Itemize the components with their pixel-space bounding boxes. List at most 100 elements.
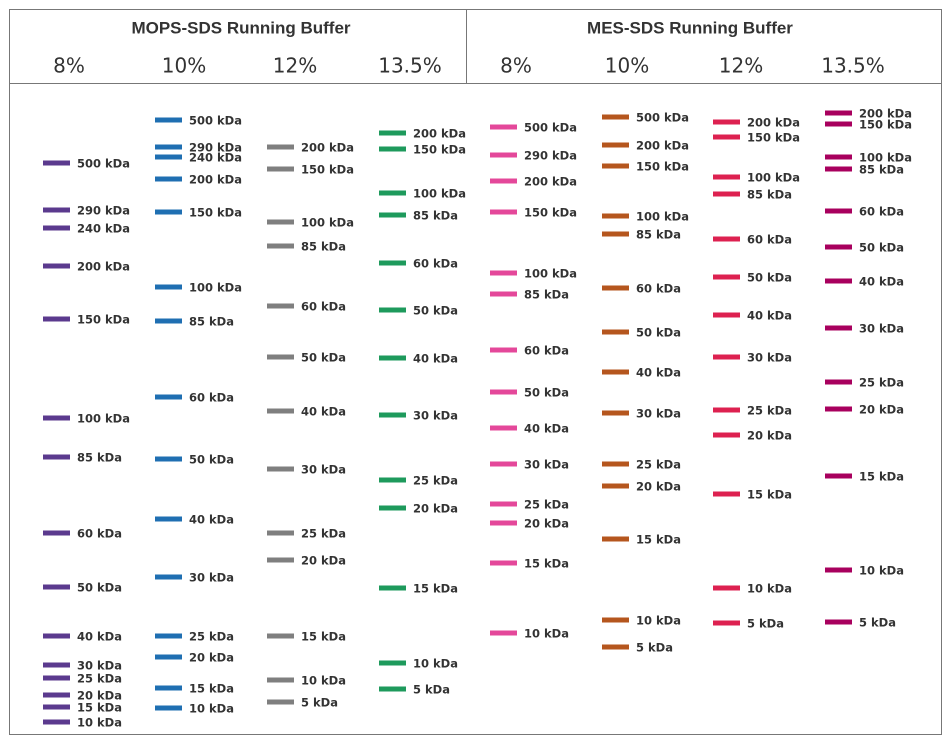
lane-label: 8% (500, 54, 532, 78)
band-label: 30 kDa (301, 463, 346, 477)
band-label: 5 kDa (301, 696, 338, 710)
band-label: 10 kDa (747, 582, 792, 596)
band (490, 389, 517, 395)
band-label: 20 kDa (636, 480, 681, 494)
band (267, 219, 294, 225)
band-label: 85 kDa (636, 228, 681, 242)
band-label: 15 kDa (77, 701, 122, 715)
band-label: 20 kDa (77, 689, 122, 703)
band-label: 240 kDa (77, 222, 130, 236)
band (379, 355, 406, 361)
band (379, 260, 406, 266)
band-label: 15 kDa (189, 682, 234, 696)
band (713, 620, 740, 626)
band-label: 100 kDa (77, 412, 130, 426)
band (43, 160, 70, 166)
band (267, 633, 294, 639)
band (379, 477, 406, 483)
band (602, 461, 629, 467)
band (602, 369, 629, 375)
lane-label: 12% (273, 54, 317, 78)
band-label: 60 kDa (189, 391, 234, 405)
band-label: 290 kDa (524, 149, 577, 163)
band-label: 150 kDa (301, 163, 354, 177)
band (713, 174, 740, 180)
band (43, 675, 70, 681)
band-label: 50 kDa (524, 386, 569, 400)
band-label: 150 kDa (413, 143, 466, 157)
band-label: 200 kDa (636, 139, 689, 153)
lane-label: 12% (719, 54, 763, 78)
band (490, 520, 517, 526)
band (825, 567, 852, 573)
band-label: 200 kDa (524, 175, 577, 189)
band-label: 30 kDa (747, 351, 792, 365)
band-label: 30 kDa (77, 659, 122, 673)
band (379, 212, 406, 218)
band (825, 154, 852, 160)
band-label: 150 kDa (189, 206, 242, 220)
band (155, 394, 182, 400)
band-label: 25 kDa (524, 498, 569, 512)
band (713, 119, 740, 125)
band (43, 584, 70, 590)
band-label: 290 kDa (77, 204, 130, 218)
band (825, 473, 852, 479)
band (490, 291, 517, 297)
band (602, 213, 629, 219)
band (43, 316, 70, 322)
band (490, 178, 517, 184)
band (602, 163, 629, 169)
band-label: 50 kDa (189, 453, 234, 467)
band (267, 144, 294, 150)
band (155, 685, 182, 691)
group-title: MOPS-SDS Running Buffer (131, 18, 350, 37)
band (43, 225, 70, 231)
band (825, 619, 852, 625)
band (602, 285, 629, 291)
band (155, 144, 182, 150)
group-title: MES-SDS Running Buffer (587, 18, 793, 37)
lane-label: 13.5% (378, 54, 442, 78)
band (379, 190, 406, 196)
band (155, 705, 182, 711)
band-label: 20 kDa (189, 651, 234, 665)
band (713, 491, 740, 497)
band-label: 150 kDa (77, 313, 130, 327)
band (825, 166, 852, 172)
band-label: 25 kDa (413, 474, 458, 488)
band (490, 425, 517, 431)
band (490, 124, 517, 130)
band-label: 15 kDa (747, 488, 792, 502)
band (379, 686, 406, 692)
band (267, 677, 294, 683)
band-label: 200 kDa (301, 141, 354, 155)
band (602, 329, 629, 335)
band-label: 60 kDa (301, 300, 346, 314)
lane-label: 8% (53, 54, 85, 78)
band-label: 40 kDa (77, 630, 122, 644)
band (490, 152, 517, 158)
band (825, 406, 852, 412)
band-label: 20 kDa (301, 554, 346, 568)
band-label: 10 kDa (413, 657, 458, 671)
band-label: 25 kDa (301, 527, 346, 541)
band-label: 85 kDa (524, 288, 569, 302)
band-label: 240 kDa (189, 151, 242, 165)
band (379, 130, 406, 136)
band (379, 585, 406, 591)
band-label: 100 kDa (747, 171, 800, 185)
band-label: 100 kDa (859, 151, 912, 165)
band-label: 60 kDa (524, 344, 569, 358)
band (267, 354, 294, 360)
band-label: 50 kDa (747, 271, 792, 285)
band-label: 50 kDa (636, 326, 681, 340)
band-label: 150 kDa (636, 160, 689, 174)
band (379, 146, 406, 152)
band (713, 432, 740, 438)
band (43, 692, 70, 698)
band (602, 410, 629, 416)
band-label: 60 kDa (747, 233, 792, 247)
band-label: 10 kDa (524, 627, 569, 641)
